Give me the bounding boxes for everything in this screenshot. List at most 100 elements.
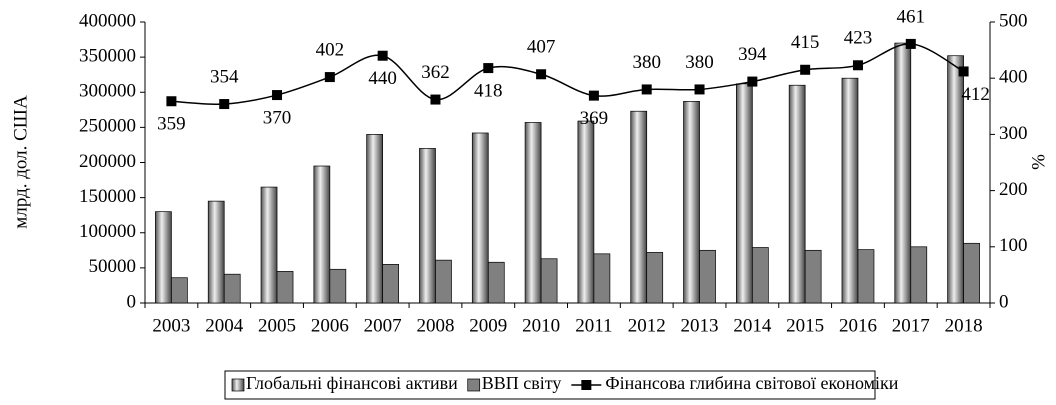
data-label: 418 [474,80,503,101]
bar [540,258,558,304]
marker [324,72,335,83]
x-tick-label: 2008 [416,315,454,336]
y2-tick-label: 200 [999,179,1028,200]
bar [435,259,452,304]
x-tick-label: 2009 [469,315,507,336]
y-tick-label: 350000 [79,45,136,66]
bar [577,120,595,304]
legend-swatch [231,378,245,392]
x-tick-label: 2010 [522,315,560,336]
data-label: 380 [685,52,714,73]
bar [471,132,489,304]
y2-tick-label: 300 [999,123,1028,144]
bar [910,246,928,304]
data-label: 412 [961,84,990,105]
bar [260,186,278,304]
data-label: 440 [368,68,397,89]
x-tick-label: 2006 [311,315,349,336]
y2-tick-label: 100 [999,235,1028,256]
bar [699,249,716,304]
marker [219,99,230,110]
bar [329,268,347,304]
marker [166,96,177,107]
x-tick-label: 2017 [892,315,930,336]
x-tick-label: 2007 [364,315,402,336]
bar [735,83,753,304]
legend-label: ВВП світу [482,373,562,393]
data-label: 362 [421,62,450,83]
data-label: 394 [738,44,767,65]
y-tick-label: 300000 [79,81,136,102]
bar [593,253,611,304]
bar [155,211,172,304]
y2-tick-label: 500 [999,10,1028,31]
data-label: 423 [844,28,873,49]
bar [751,247,769,304]
marker [483,63,494,74]
bar [313,165,331,304]
y-tick-label: 250000 [79,116,136,137]
bar [524,122,542,304]
bar [857,249,875,304]
x-tick-label: 2012 [628,315,666,336]
bar [207,200,225,304]
marker [272,90,283,101]
marker [641,84,652,95]
legend-label: Фінансова глибина світової економіки [605,373,898,393]
bar [366,134,384,304]
marker [905,38,916,49]
legend-marker [581,380,592,390]
x-tick-label: 2014 [733,315,772,336]
y-tick-label: 200000 [79,151,136,172]
bar [382,264,400,304]
y-tick-label: 50000 [89,256,137,277]
bar [646,252,664,304]
data-label: 370 [263,107,292,128]
bar [487,261,505,304]
bar [894,42,912,304]
bar [947,55,964,304]
x-tick-label: 2011 [575,315,612,336]
y-tick-label: 100000 [79,221,136,242]
data-label: 354 [210,66,239,87]
data-label: 402 [316,39,345,60]
data-label: 461 [897,6,926,27]
bar [841,77,859,304]
data-label: 359 [157,114,186,135]
marker [377,50,388,61]
bar [788,84,806,304]
bar [683,101,700,304]
line [171,43,964,105]
bar [804,249,822,304]
data-label: 380 [632,52,661,73]
x-tick-label: 2005 [258,315,296,336]
x-tick-label: 2018 [945,315,983,336]
y-tick-label: 0 [127,291,137,312]
marker [958,66,969,77]
bar [223,273,241,304]
x-tick-label: 2016 [839,315,877,336]
y-tick-label: 150000 [79,186,136,207]
x-tick-label: 2004 [205,315,244,336]
bar [963,242,980,304]
bar [171,277,188,304]
data-label: 369 [580,108,609,129]
marker [430,94,441,105]
x-tick-label: 2015 [786,315,824,336]
legend-box [224,370,876,400]
y2-axis-label: % [1028,154,1049,170]
marker [588,90,599,101]
y2-tick-label: 400 [999,67,1028,88]
legend-label: Глобальні фінансові активи [246,373,458,393]
marker [694,84,705,95]
y2-tick-label: 0 [999,291,1009,312]
bar [419,148,436,304]
marker [536,69,547,80]
y-tick-label: 400000 [79,10,136,31]
x-tick-label: 2013 [681,315,719,336]
data-label: 407 [527,37,556,58]
bar [630,110,648,304]
marker [747,76,758,87]
x-tick-label: 2003 [152,315,190,336]
